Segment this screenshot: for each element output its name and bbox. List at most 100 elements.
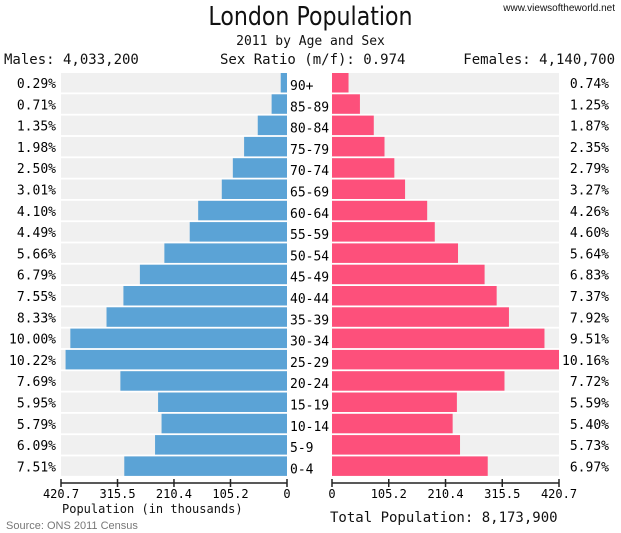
row-background	[61, 136, 287, 157]
age-group-label: 60-64	[290, 207, 329, 222]
female-percent-label: 5.59%	[570, 397, 609, 412]
age-group-label: 65-69	[290, 186, 329, 201]
female-percent-label: 5.73%	[570, 439, 609, 454]
female-percent-label: 6.97%	[570, 460, 609, 475]
female-percent-label: 1.87%	[570, 120, 609, 135]
female-bar	[332, 243, 459, 263]
male-percent-label: 7.51%	[17, 460, 56, 475]
female-bar	[332, 392, 457, 412]
male-percent-label: 4.10%	[17, 205, 56, 220]
age-group-label: 20-24	[290, 377, 329, 392]
age-group-label: 25-29	[290, 356, 329, 371]
male-bar	[232, 158, 287, 178]
female-percent-label: 4.60%	[570, 226, 609, 241]
male-percent-label: 6.79%	[17, 269, 56, 284]
female-percent-label: 5.64%	[570, 247, 609, 262]
female-bar	[332, 435, 461, 455]
male-bar	[257, 115, 287, 136]
male-bar	[271, 94, 287, 114]
female-percent-label: 3.27%	[570, 184, 609, 199]
age-group-label: 30-34	[290, 335, 329, 350]
male-x-tick-label: 210.4	[156, 487, 192, 501]
row-background	[332, 73, 559, 93]
male-percent-label: 7.55%	[17, 290, 56, 305]
male-x-tick-label: 105.2	[212, 487, 248, 501]
male-percent-label: 5.79%	[17, 418, 56, 433]
female-percent-label: 1.25%	[570, 98, 609, 113]
female-bar	[332, 94, 360, 114]
male-bar	[120, 371, 287, 391]
male-percent-label: 7.69%	[17, 375, 56, 390]
male-bar	[124, 456, 287, 476]
female-percent-label: 0.74%	[570, 77, 609, 92]
female-percent-label: 6.83%	[570, 269, 609, 284]
age-group-label: 90+	[290, 79, 314, 94]
male-percent-label: 5.66%	[17, 247, 56, 262]
female-percent-label: 4.26%	[570, 205, 609, 220]
female-bar	[332, 456, 488, 476]
female-bar	[332, 328, 545, 349]
male-percent-label: 8.33%	[17, 311, 56, 326]
age-group-label: 0-4	[290, 462, 314, 477]
female-bar	[332, 73, 349, 93]
female-x-tick-label: 210.4	[427, 487, 463, 501]
total-population: Total Population: 8,173,900	[330, 510, 558, 526]
female-x-tick-label: 420.7	[541, 487, 577, 501]
female-bar	[332, 200, 428, 221]
male-bar	[155, 435, 287, 455]
female-bar	[332, 158, 395, 178]
female-bar	[332, 222, 435, 242]
male-percent-label: 6.09%	[17, 439, 56, 454]
male-percent-label: 1.35%	[17, 120, 56, 135]
x-axis-label: Population (in thousands)	[62, 502, 243, 516]
sex-ratio: Sex Ratio (m/f): 0.974	[220, 52, 406, 68]
males-total: Males: 4,033,200	[4, 52, 139, 68]
female-percent-label: 7.37%	[570, 290, 609, 305]
female-bar	[332, 349, 559, 370]
age-group-label: 5-9	[290, 441, 313, 456]
chart-title: London Population	[208, 2, 413, 32]
male-percent-label: 10.00%	[9, 333, 56, 348]
male-bar	[189, 222, 287, 242]
age-group-label: 10-14	[290, 420, 329, 435]
row-background	[61, 158, 287, 178]
female-x-tick-label: 0	[328, 487, 335, 501]
female-bar	[332, 115, 374, 136]
age-group-label: 40-44	[290, 292, 329, 307]
row-background	[61, 73, 287, 93]
female-percent-label: 5.40%	[570, 418, 609, 433]
age-group-label: 70-74	[290, 164, 329, 179]
male-percent-label: 10.22%	[9, 354, 56, 369]
source-note: Source: ONS 2011 Census	[6, 520, 138, 532]
male-percent-label: 2.50%	[17, 162, 56, 177]
age-group-label: 45-49	[290, 271, 329, 286]
male-bar	[244, 136, 287, 157]
male-percent-label: 4.49%	[17, 226, 56, 241]
age-group-label: 50-54	[290, 249, 329, 264]
male-x-tick-label: 315.5	[99, 487, 135, 501]
male-x-tick-label: 420.7	[43, 487, 79, 501]
female-percent-label: 10.16%	[562, 354, 609, 369]
row-background	[332, 136, 559, 157]
male-bar	[123, 286, 287, 306]
females-total: Females: 4,140,700	[463, 52, 615, 68]
male-percent-label: 1.98%	[17, 141, 56, 156]
female-bar	[332, 264, 485, 285]
row-background	[61, 115, 287, 136]
male-bar	[198, 200, 287, 221]
female-bar	[332, 286, 497, 306]
female-percent-label: 9.51%	[570, 333, 609, 348]
row-background	[332, 115, 559, 136]
female-percent-label: 2.79%	[570, 162, 609, 177]
male-bar	[106, 307, 287, 327]
female-bar	[332, 307, 509, 327]
male-bar	[280, 73, 287, 93]
male-percent-label: 0.29%	[17, 77, 56, 92]
male-percent-label: 0.71%	[17, 98, 56, 113]
female-bar	[332, 413, 453, 434]
chart-subtitle: 2011 by Age and Sex	[236, 34, 385, 49]
female-x-tick-label: 315.5	[484, 487, 520, 501]
male-bar	[161, 413, 287, 434]
